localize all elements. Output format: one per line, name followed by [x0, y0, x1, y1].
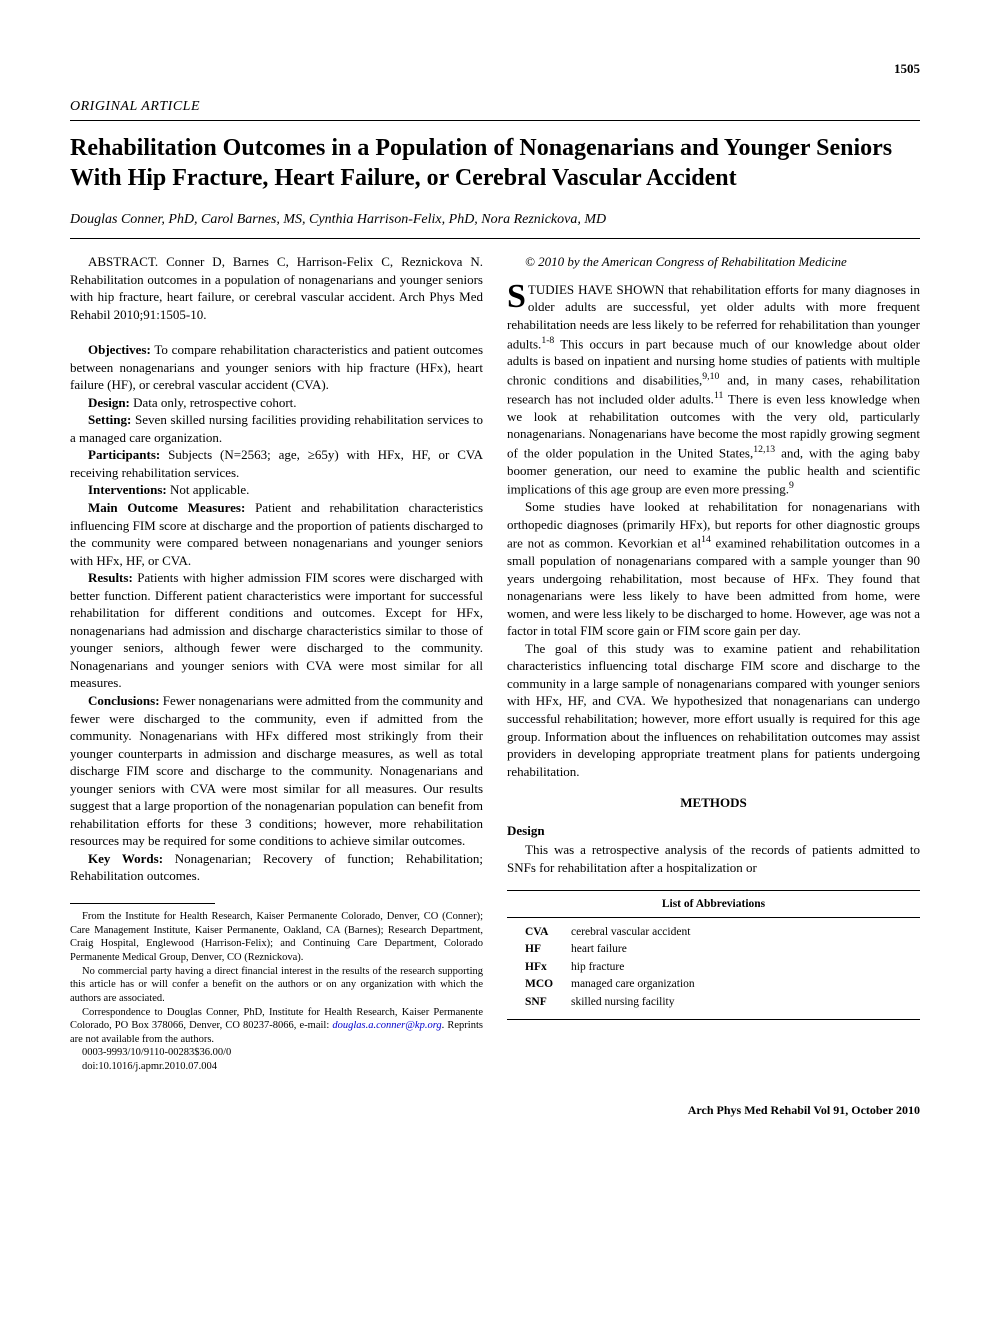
results-text: Patients with higher admission FIM score…	[70, 570, 483, 690]
dropcap-s: S	[507, 281, 528, 312]
intro-paragraph-3: The goal of this study was to examine pa…	[507, 640, 920, 780]
abbr-row: MCOmanaged care organization	[507, 976, 920, 994]
abstract-conclusions: Conclusions: Fewer nonagenarians were ad…	[70, 692, 483, 850]
abbr-def: heart failure	[567, 941, 920, 959]
footnote-disclosure: No commercial party having a direct fina…	[70, 965, 483, 1006]
copyright-line: © 2010 by the American Congress of Rehab…	[507, 253, 920, 271]
journal-footer: Arch Phys Med Rehabil Vol 91, October 20…	[70, 1102, 920, 1118]
participants-label: Participants:	[88, 447, 160, 462]
footnote-issn: 0003-9993/10/9110-00283$36.00/0	[70, 1046, 483, 1060]
design-text: Data only, retrospective cohort.	[130, 395, 297, 410]
setting-text: Seven skilled nursing facilities providi…	[70, 412, 483, 445]
article-title: Rehabilitation Outcomes in a Population …	[70, 133, 920, 193]
design-subheading: Design	[507, 822, 920, 840]
abstract-design: Design: Data only, retrospective cohort.	[70, 394, 483, 412]
intro-paragraph-2: Some studies have looked at rehabilitati…	[507, 498, 920, 640]
abbr-row: HFxhip fracture	[507, 959, 920, 977]
keywords-label: Key Words:	[88, 851, 163, 866]
setting-label: Setting:	[88, 412, 131, 427]
abstract-results: Results: Patients with higher admission …	[70, 569, 483, 692]
abbr-def: skilled nursing facility	[567, 994, 920, 1012]
interventions-label: Interventions:	[88, 482, 167, 497]
ref-11: 11	[714, 390, 723, 401]
abbr-key: MCO	[507, 976, 567, 994]
footnote-doi: doi:10.1016/j.apmr.2010.07.004	[70, 1060, 483, 1074]
abbr-key: HFx	[507, 959, 567, 977]
ref-12-13: 12,13	[753, 444, 775, 455]
abbreviations-table: CVAcerebral vascular accident HFheart fa…	[507, 924, 920, 1012]
abbr-def: managed care organization	[567, 976, 920, 994]
abbreviations-box: List of Abbreviations CVAcerebral vascul…	[507, 890, 920, 1020]
abstract-keywords: Key Words: Nonagenarian; Recovery of fun…	[70, 850, 483, 885]
conclusions-label: Conclusions:	[88, 693, 160, 708]
abstract-participants: Participants: Subjects (N=2563; age, ≥65…	[70, 446, 483, 481]
right-column: © 2010 by the American Congress of Rehab…	[507, 253, 920, 1073]
abbr-key: CVA	[507, 924, 567, 942]
left-column: ABSTRACT. Conner D, Barnes C, Harrison-F…	[70, 253, 483, 1073]
page-number: 1505	[70, 60, 920, 78]
footnote-affiliation: From the Institute for Health Research, …	[70, 910, 483, 965]
interventions-text: Not applicable.	[167, 482, 250, 497]
authors-line: Douglas Conner, PhD, Carol Barnes, MS, C…	[70, 211, 920, 230]
abbr-row: CVAcerebral vascular accident	[507, 924, 920, 942]
two-column-layout: ABSTRACT. Conner D, Barnes C, Harrison-F…	[70, 253, 920, 1073]
objectives-label: Objectives:	[88, 342, 151, 357]
methods-heading: METHODS	[507, 794, 920, 812]
ref-14: 14	[701, 534, 711, 545]
ref-9-10: 9,10	[702, 371, 719, 382]
footnote-rule	[70, 903, 215, 904]
abbr-key: HF	[507, 941, 567, 959]
ref-1-8: 1-8	[541, 335, 554, 346]
design-label: Design:	[88, 395, 130, 410]
ref-9: 9	[789, 480, 794, 491]
main-outcome-label: Main Outcome Measures:	[88, 500, 245, 515]
abstract-citation: ABSTRACT. Conner D, Barnes C, Harrison-F…	[70, 253, 483, 323]
abstract-objectives: Objectives: To compare rehabilitation ch…	[70, 341, 483, 394]
design-paragraph: This was a retrospective analysis of the…	[507, 841, 920, 876]
results-label: Results:	[88, 570, 133, 585]
abbr-def: cerebral vascular accident	[567, 924, 920, 942]
correspondence-email-link[interactable]: douglas.a.conner@kp.org	[332, 1020, 441, 1031]
rule-authors	[70, 238, 920, 239]
abbreviations-title: List of Abbreviations	[507, 897, 920, 918]
abstract-interventions: Interventions: Not applicable.	[70, 481, 483, 499]
abstract-main-outcome: Main Outcome Measures: Patient and rehab…	[70, 499, 483, 569]
abbr-key: SNF	[507, 994, 567, 1012]
intro-paragraph-1: STUDIES HAVE SHOWN that rehabilitation e…	[507, 281, 920, 498]
rule-top	[70, 120, 920, 121]
footnote-correspondence: Correspondence to Douglas Conner, PhD, I…	[70, 1006, 483, 1047]
abbr-row: SNFskilled nursing facility	[507, 994, 920, 1012]
conclusions-text: Fewer nonagenarians were admitted from t…	[70, 693, 483, 848]
article-type: ORIGINAL ARTICLE	[70, 98, 920, 117]
abstract-setting: Setting: Seven skilled nursing facilitie…	[70, 411, 483, 446]
abbr-def: hip fracture	[567, 959, 920, 977]
abbr-row: HFheart failure	[507, 941, 920, 959]
